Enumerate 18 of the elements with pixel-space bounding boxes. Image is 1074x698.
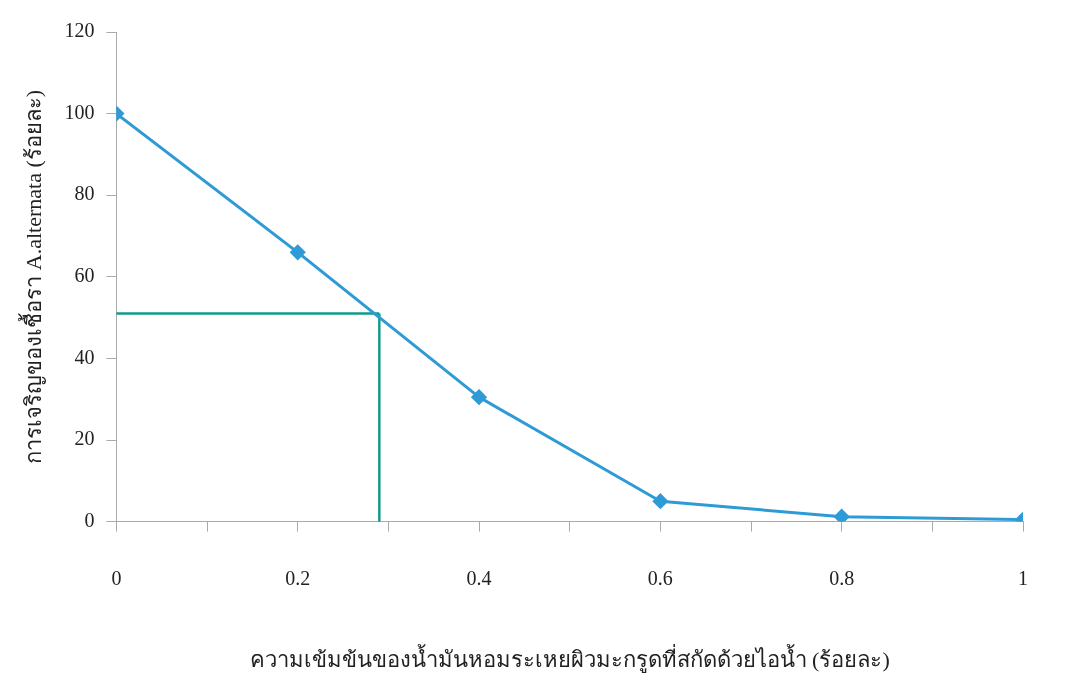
x-tick-label: 0	[111, 566, 122, 589]
point	[471, 389, 487, 405]
y-tick-label: 100	[64, 100, 95, 123]
x-tick-label: 1	[1018, 566, 1028, 589]
point	[652, 493, 668, 509]
y-axis-title: การเจริญของเชื้อรา A.alternata (ร้อยละ)	[17, 89, 46, 464]
y-tick-label: 60	[74, 264, 95, 287]
point	[290, 244, 306, 260]
y-tick-label: 40	[74, 345, 95, 368]
x-axis-title: ความเข้มข้นของน้ำมันหอมระเหยผิวมะกรูดที่สกัดด้วยไอน้ำ (ร้อยละ)	[249, 643, 890, 673]
y-tick-label: 80	[74, 182, 95, 205]
y-tick-label: 0	[84, 508, 95, 531]
y-tick-label: 120	[64, 19, 95, 42]
x-tick-label: 0.6	[647, 566, 673, 589]
x-tick-label: 0.8	[829, 566, 855, 589]
x-tick-label: 0.2	[285, 566, 311, 589]
y-tick-label: 20	[74, 427, 95, 450]
x-tick-label: 0.4	[466, 566, 492, 589]
